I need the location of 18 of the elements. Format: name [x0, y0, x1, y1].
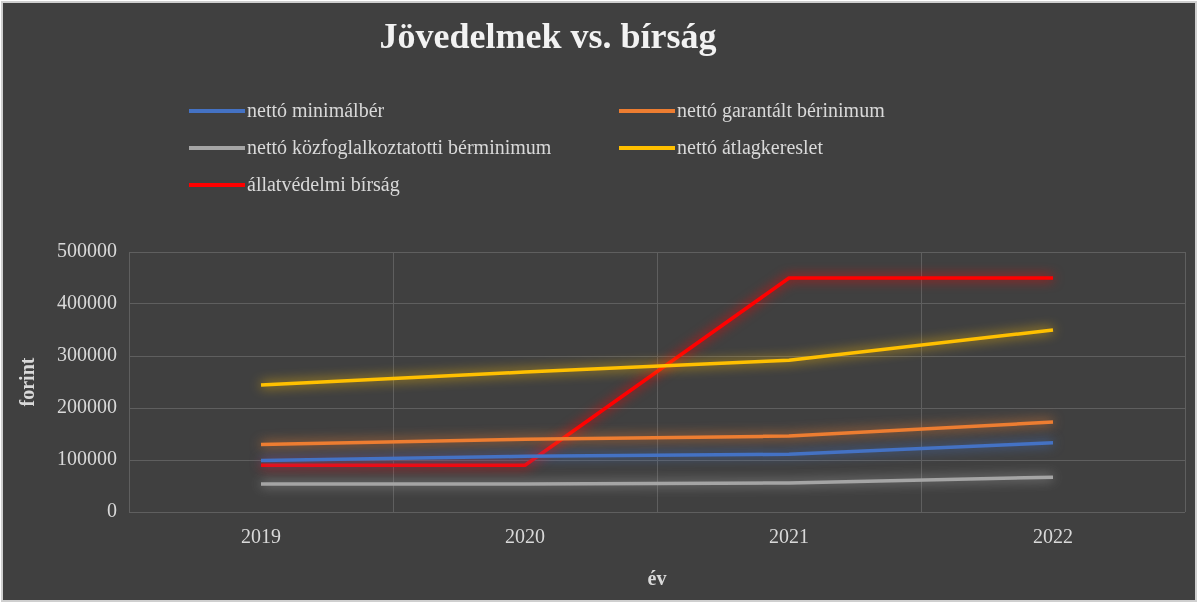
legend-label: nettó garantált bérinimum: [677, 99, 885, 122]
x-tick-label: 2020: [505, 525, 545, 548]
x-tick-label: 2019: [241, 525, 281, 548]
x-axis-title: év: [647, 567, 667, 590]
y-tick-label: 100000: [57, 447, 117, 470]
x-tick-label: 2021: [769, 525, 809, 548]
legend-label: nettó átlagkereslet: [677, 136, 824, 159]
y-axis-title: forint: [16, 357, 39, 407]
legend-label: nettó közfoglalkoztatotti bérminimum: [247, 136, 552, 159]
y-tick-label: 300000: [57, 343, 117, 366]
y-tick-label: 0: [107, 499, 117, 522]
y-tick-label: 400000: [57, 291, 117, 314]
legend-label: nettó minimálbér: [247, 99, 385, 122]
chart-title: Jövedelmek vs. bírság: [378, 15, 718, 57]
y-tick-label: 200000: [57, 395, 117, 418]
legend-label: állatvédelmi bírság: [247, 173, 400, 196]
x-tick-label: 2022: [1033, 525, 1073, 548]
y-tick-label: 500000: [57, 239, 117, 262]
